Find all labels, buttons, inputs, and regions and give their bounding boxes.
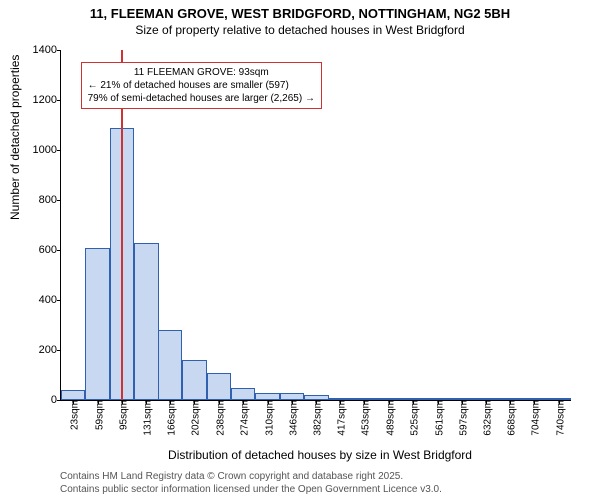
histogram-bar xyxy=(473,398,497,400)
x-tick-label: 489sqm xyxy=(381,400,396,436)
histogram-bar xyxy=(450,398,474,400)
histogram-bar xyxy=(231,388,255,401)
x-tick-label: 95sqm xyxy=(114,400,129,430)
histogram-bar xyxy=(328,398,352,401)
x-tick-label: 202sqm xyxy=(187,400,202,436)
x-tick-label: 704sqm xyxy=(527,400,542,436)
histogram-bar xyxy=(425,398,449,400)
chart-container: 11, FLEEMAN GROVE, WEST BRIDGFORD, NOTTI… xyxy=(0,0,600,500)
y-tick-mark xyxy=(57,150,61,151)
x-tick-label: 346sqm xyxy=(284,400,299,436)
annotation-line: 11 FLEEMAN GROVE: 93sqm xyxy=(88,66,315,79)
histogram-bar xyxy=(207,373,231,401)
y-tick-mark xyxy=(57,250,61,251)
y-tick-mark xyxy=(57,300,61,301)
histogram-bar xyxy=(85,248,109,401)
y-tick-mark xyxy=(57,200,61,201)
histogram-bar xyxy=(304,395,328,400)
footer-line-2: Contains public sector information licen… xyxy=(60,483,442,496)
y-tick-mark xyxy=(57,350,61,351)
y-tick-mark xyxy=(57,100,61,101)
chart-title: 11, FLEEMAN GROVE, WEST BRIDGFORD, NOTTI… xyxy=(0,0,600,23)
plot-area: 020040060080010001200140023sqm59sqm95sqm… xyxy=(60,50,571,401)
histogram-bar xyxy=(158,330,182,400)
x-tick-label: 453sqm xyxy=(357,400,372,436)
x-tick-label: 238sqm xyxy=(211,400,226,436)
x-tick-label: 597sqm xyxy=(454,400,469,436)
y-axis-label: Number of detached properties xyxy=(8,55,22,220)
x-tick-label: 632sqm xyxy=(478,400,493,436)
x-tick-label: 561sqm xyxy=(430,400,445,436)
x-axis-label: Distribution of detached houses by size … xyxy=(0,448,600,462)
annotation-line: ← 21% of detached houses are smaller (59… xyxy=(88,79,315,92)
x-tick-label: 23sqm xyxy=(66,400,81,430)
x-tick-label: 382sqm xyxy=(309,400,324,436)
histogram-bar xyxy=(401,398,425,400)
x-tick-label: 166sqm xyxy=(163,400,178,436)
x-tick-label: 668sqm xyxy=(503,400,518,436)
x-tick-label: 525sqm xyxy=(406,400,421,436)
y-tick-mark xyxy=(57,400,61,401)
histogram-bar xyxy=(134,243,158,401)
x-tick-label: 59sqm xyxy=(90,400,105,430)
chart-subtitle: Size of property relative to detached ho… xyxy=(0,23,600,39)
histogram-bar xyxy=(547,398,571,400)
histogram-bar xyxy=(255,393,279,401)
footer-line-1: Contains HM Land Registry data © Crown c… xyxy=(60,470,442,483)
histogram-bar xyxy=(61,390,85,400)
x-tick-label: 131sqm xyxy=(139,400,154,436)
histogram-bar xyxy=(280,393,304,401)
y-tick-mark xyxy=(57,50,61,51)
histogram-bar xyxy=(498,398,522,400)
x-tick-label: 740sqm xyxy=(551,400,566,436)
annotation-box: 11 FLEEMAN GROVE: 93sqm← 21% of detached… xyxy=(81,62,322,109)
histogram-bar xyxy=(522,398,546,400)
x-tick-label: 274sqm xyxy=(236,400,251,436)
x-tick-label: 417sqm xyxy=(333,400,348,436)
footer-text: Contains HM Land Registry data © Crown c… xyxy=(60,470,442,496)
histogram-bar xyxy=(182,360,206,400)
histogram-bar xyxy=(377,398,401,400)
histogram-bar xyxy=(352,398,376,400)
annotation-line: 79% of semi-detached houses are larger (… xyxy=(88,92,315,105)
x-tick-label: 310sqm xyxy=(260,400,275,436)
